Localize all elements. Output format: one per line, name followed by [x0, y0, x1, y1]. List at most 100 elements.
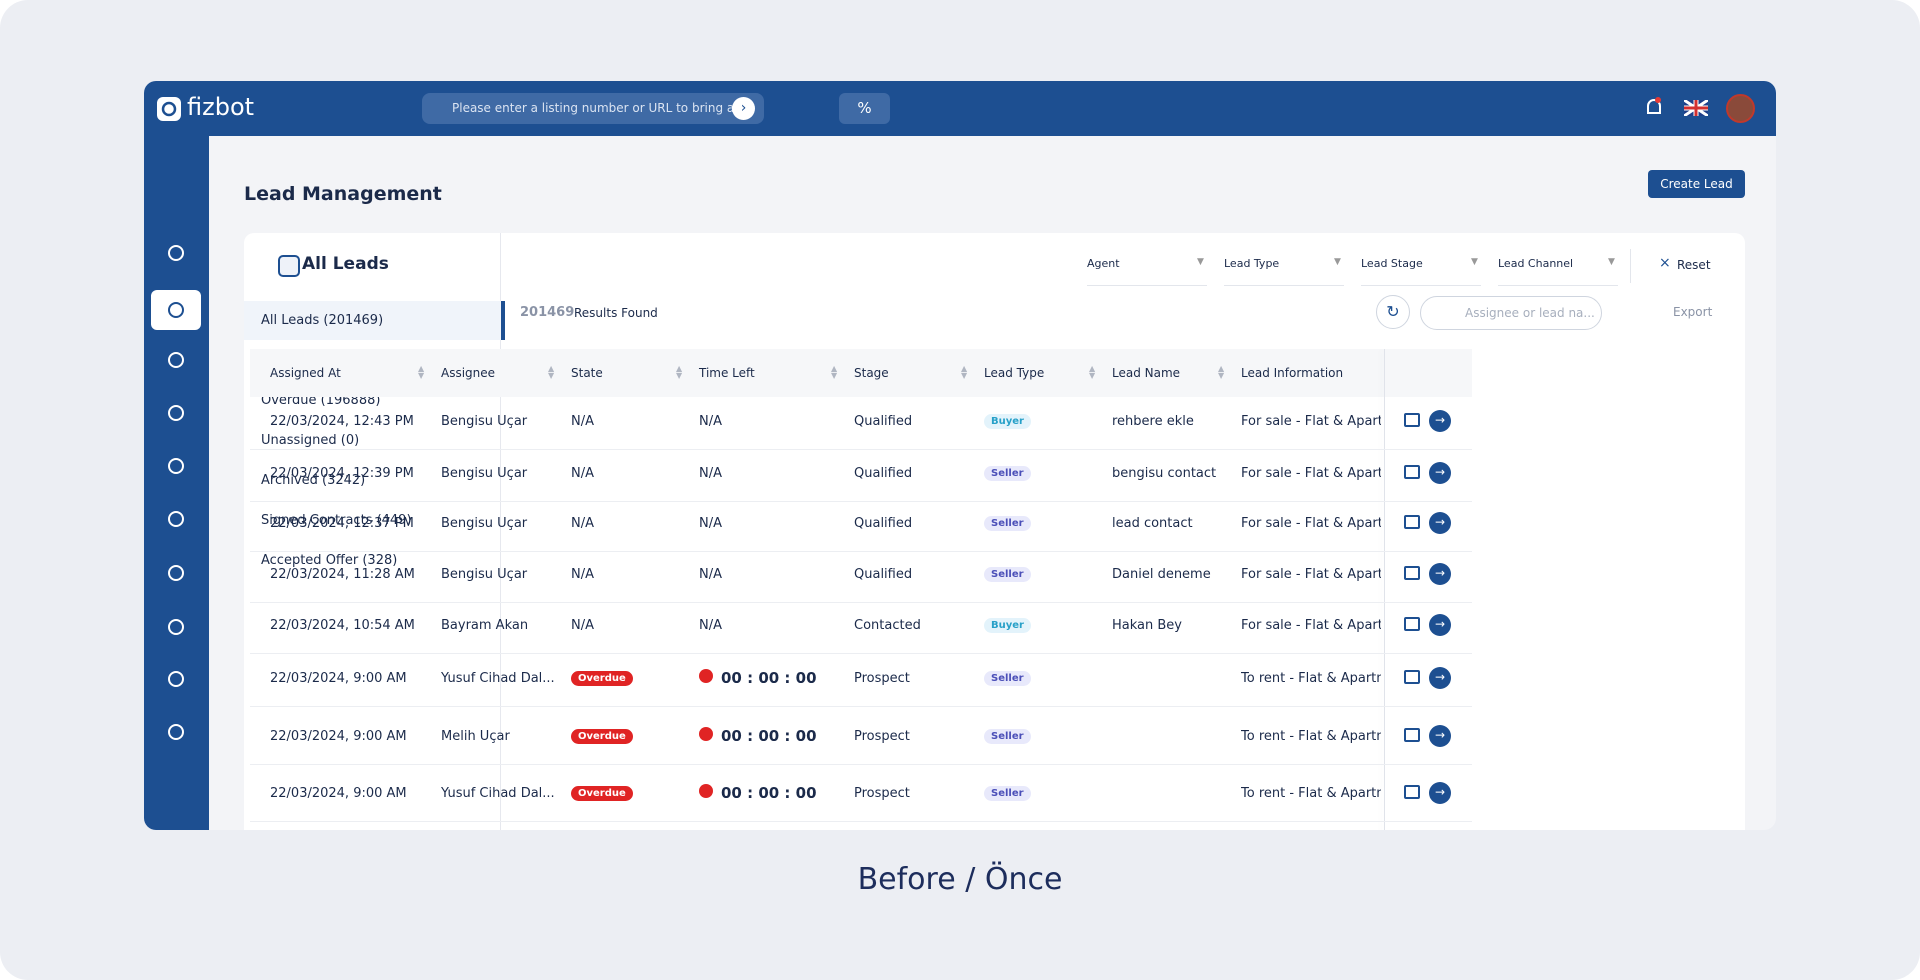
- nav-item[interactable]: [151, 659, 201, 699]
- filter-dropdown[interactable]: [1361, 285, 1481, 286]
- percent-button[interactable]: %: [839, 93, 890, 124]
- cell: N/A: [699, 567, 722, 582]
- cell: 22/03/2024, 10:54 AM: [270, 618, 415, 633]
- column-header: Lead Type: [984, 366, 1045, 380]
- cell: 22/03/2024, 9:00 AM: [270, 729, 407, 744]
- nav-item[interactable]: [151, 553, 201, 593]
- cell: 22/03/2024, 12:43 PM: [270, 414, 414, 429]
- cell: Yusuf Cihad Dal...: [441, 786, 555, 801]
- archive-button[interactable]: [1404, 728, 1420, 742]
- open-button[interactable]: →: [1429, 667, 1451, 689]
- nav-item[interactable]: [151, 712, 201, 752]
- archive-button[interactable]: [1404, 413, 1420, 427]
- cell: Qualified: [854, 414, 913, 429]
- archive-button[interactable]: [1404, 566, 1420, 580]
- row-divider: [250, 551, 1472, 552]
- nav-item[interactable]: [151, 607, 201, 647]
- sort-icon: ▲ ▼: [831, 364, 838, 380]
- lead-info: For sale - Flat & Apartm...: [1241, 567, 1381, 582]
- list-item[interactable]: Unassigned (0): [261, 433, 360, 448]
- export-button[interactable]: Export: [1673, 305, 1713, 319]
- caption: Before / Önce: [857, 862, 1063, 897]
- column-header: Time Left: [699, 366, 755, 380]
- nav-item[interactable]: [151, 290, 201, 330]
- time-left: 00 : 00 : 00: [721, 727, 817, 745]
- list-item[interactable]: Archived (3242): [261, 473, 366, 488]
- lead-info: To rent - Flat & Apartmen: [1241, 729, 1381, 744]
- sort-icon: ▲ ▼: [1089, 364, 1096, 380]
- page-title: Lead Management: [244, 183, 442, 205]
- open-button[interactable]: →: [1429, 410, 1451, 432]
- lead-type-badge: Buyer: [984, 618, 1031, 633]
- filter-dropdown[interactable]: [1498, 285, 1618, 286]
- cell: N/A: [699, 618, 722, 633]
- results-count: 201469: [520, 305, 575, 320]
- create-lead-button[interactable]: Create Lead: [1648, 170, 1745, 198]
- archive-button[interactable]: [1404, 785, 1420, 799]
- top-bar: fizbot Please enter a listing number or …: [144, 81, 1776, 136]
- cell: lead contact: [1112, 516, 1193, 531]
- reset-button[interactable]: Reset: [1677, 258, 1711, 272]
- lead-type-badge: Buyer: [984, 414, 1031, 429]
- lead-type-badge: Seller: [984, 786, 1031, 801]
- filter-label: Agent: [1087, 257, 1120, 270]
- open-button[interactable]: →: [1429, 512, 1451, 534]
- open-button[interactable]: →: [1429, 614, 1451, 636]
- lead-info: For sale - Flat & Apartm...: [1241, 414, 1381, 429]
- list-divider: [500, 233, 501, 830]
- global-search[interactable]: Please enter a listing number or URL to …: [422, 93, 764, 124]
- notification-bell[interactable]: [1644, 96, 1664, 120]
- list-item[interactable]: Accepted Offer (328): [261, 553, 398, 568]
- timer-icon: [699, 727, 713, 741]
- language-flag[interactable]: [1684, 100, 1708, 116]
- reset-icon: ×: [1659, 255, 1671, 271]
- cell: Bayram Akan: [441, 618, 529, 633]
- column-header: State: [571, 366, 603, 380]
- cell: N/A: [571, 567, 594, 582]
- cell: Hakan Bey: [1112, 618, 1182, 633]
- search-go[interactable]: ›: [732, 97, 755, 120]
- sort-icon: ▲ ▼: [1218, 364, 1225, 380]
- sort-icon: ▲ ▼: [961, 364, 968, 380]
- sort-icon: ▲ ▼: [548, 364, 555, 380]
- archive-button[interactable]: [1404, 515, 1420, 529]
- column-header: Assignee: [441, 366, 496, 380]
- lead-info: To rent - Flat & Apartmen: [1241, 786, 1381, 801]
- list-title: All Leads: [302, 254, 389, 274]
- list-icon: [278, 255, 300, 277]
- timer-icon: [699, 784, 713, 798]
- archive-button[interactable]: [1404, 465, 1420, 479]
- dropdown-caret: ▼: [1197, 257, 1204, 267]
- archive-button[interactable]: [1404, 617, 1420, 631]
- column-header: Stage: [854, 366, 889, 380]
- time-left: 00 : 00 : 00: [721, 669, 817, 687]
- lead-type-badge: Seller: [984, 671, 1031, 686]
- open-button[interactable]: →: [1429, 782, 1451, 804]
- list-item[interactable]: All Leads (201469): [261, 313, 384, 328]
- state-badge: Overdue: [571, 786, 633, 801]
- row-divider: [250, 602, 1472, 603]
- open-button[interactable]: →: [1429, 563, 1451, 585]
- filter-dropdown[interactable]: [1087, 285, 1207, 286]
- lead-info: To rent - Flat & Apartmen: [1241, 671, 1381, 686]
- nav-item[interactable]: [151, 233, 201, 273]
- table-search[interactable]: Assignee or lead na...: [1420, 296, 1602, 330]
- refresh-button[interactable]: ↻: [1376, 295, 1410, 329]
- nav-item[interactable]: [151, 499, 201, 539]
- cell: bengisu contact: [1112, 466, 1217, 481]
- user-avatar[interactable]: [1726, 94, 1755, 123]
- cell: Qualified: [854, 516, 913, 531]
- open-button[interactable]: →: [1429, 725, 1451, 747]
- open-button[interactable]: →: [1429, 462, 1451, 484]
- archive-button[interactable]: [1404, 670, 1420, 684]
- nav-item[interactable]: [151, 446, 201, 486]
- state-badge: Overdue: [571, 671, 633, 686]
- nav-item[interactable]: [151, 393, 201, 433]
- filter-dropdown[interactable]: [1224, 285, 1344, 286]
- cell: 22/03/2024, 9:00 AM: [270, 671, 407, 686]
- nav-item[interactable]: [151, 340, 201, 380]
- list-item[interactable]: Signed Contracts (449): [261, 513, 412, 528]
- cell: Melih Uçar: [441, 729, 510, 744]
- column-header: Lead Information: [1241, 366, 1344, 380]
